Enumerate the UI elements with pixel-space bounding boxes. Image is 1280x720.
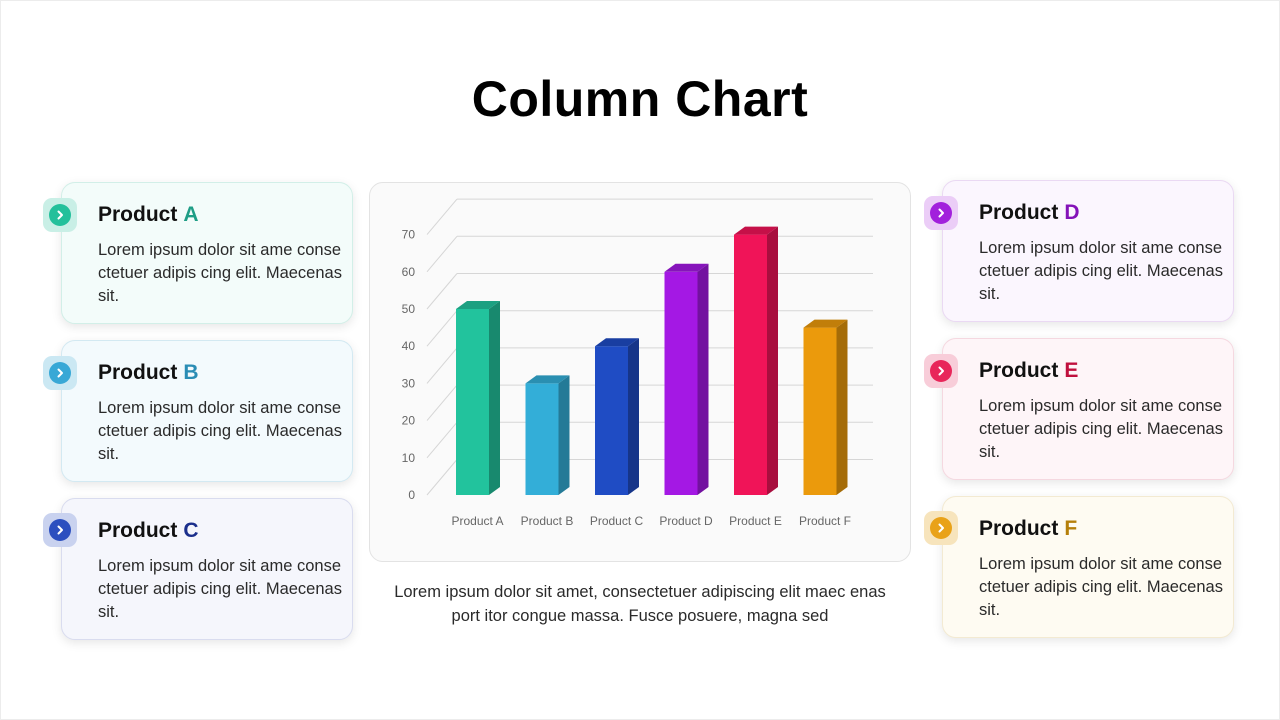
chevron-right-icon[interactable] — [924, 511, 958, 545]
card-title: Product E — [979, 359, 1079, 382]
bar-front — [595, 346, 628, 495]
bar-top — [803, 319, 848, 328]
bar — [734, 226, 778, 495]
card-letter: F — [1064, 517, 1078, 540]
x-tick-label: Product C — [590, 514, 644, 528]
card-text: Lorem ipsum dolor sit ame conse ctetuer … — [979, 555, 1223, 619]
x-tick-label: Product B — [521, 514, 574, 528]
gridline-diagonal — [426, 310, 458, 347]
bar-front — [734, 234, 767, 495]
card-title: Product A — [98, 203, 199, 226]
card-product-b: Product B Lorem ipsum dolor sit ame conse… — [61, 340, 353, 482]
card-text: Lorem ipsum dolor sit ame conse ctetuer … — [98, 399, 342, 463]
card-title: Product F — [979, 517, 1078, 540]
card-letter: D — [1064, 201, 1080, 224]
y-tick-label: 30 — [402, 376, 416, 390]
card-letter: A — [183, 203, 199, 226]
chevron-right-icon[interactable] — [43, 198, 77, 232]
bar-front — [456, 309, 489, 495]
y-tick-label: 70 — [402, 228, 416, 242]
chart-panel: 0 10 20 30 40 50 60 70 Product A Product B Product… — [369, 182, 911, 562]
chevron-right-icon[interactable] — [43, 356, 77, 390]
card-text: Lorem ipsum dolor sit ame conse ctetuer … — [98, 557, 342, 621]
card-product-e: Product E Lorem ipsum dolor sit ame conse… — [942, 338, 1234, 480]
y-tick-label: 60 — [402, 265, 416, 279]
gridline-diagonal — [426, 421, 458, 459]
bar — [525, 375, 570, 495]
card-product-d: Product D Lorem ipsum dolor sit ame conse… — [942, 180, 1234, 322]
card-letter: E — [1064, 359, 1079, 382]
card-title: Product B — [98, 361, 199, 384]
bar-side — [489, 301, 500, 495]
column-chart: 0 10 20 30 40 50 60 70 Product A Product B Product… — [402, 198, 873, 528]
x-tick-label: Product E — [729, 514, 782, 528]
bar-side — [697, 263, 709, 495]
card-text: Lorem ipsum dolor sit ame conse ctetuer … — [979, 239, 1223, 303]
y-tick-label: 50 — [402, 302, 416, 316]
x-tick-label: Product D — [659, 514, 713, 528]
y-tick-label: 20 — [402, 414, 416, 428]
bar-side — [558, 375, 570, 495]
y-tick-label: 10 — [402, 451, 416, 465]
bar-side — [836, 319, 848, 495]
page-title: Column Chart — [471, 71, 809, 127]
card-text: Lorem ipsum dolor sit ame conse ctetuer … — [98, 241, 342, 305]
card-title: Product C — [98, 519, 199, 542]
bar-side — [628, 338, 639, 495]
bar-top — [664, 263, 709, 272]
bar-front — [803, 327, 837, 495]
card-title: Product D — [979, 201, 1080, 224]
bar — [803, 319, 848, 495]
y-tick-label: 0 — [408, 488, 415, 502]
gridline-diagonal — [426, 459, 458, 496]
bar-side — [767, 226, 778, 495]
bar-top — [525, 375, 570, 384]
chevron-right-icon[interactable] — [924, 354, 958, 388]
chevron-right-icon[interactable] — [924, 196, 958, 230]
bar — [456, 301, 500, 495]
gridline-diagonal — [426, 273, 458, 310]
bar — [664, 263, 709, 495]
card-text: Lorem ipsum dolor sit ame conse ctetuer … — [979, 397, 1223, 461]
gridline-diagonal — [426, 347, 458, 384]
bar-front — [664, 271, 698, 495]
y-tick-label: 40 — [402, 339, 416, 353]
card-product-a: Product A Lorem ipsum dolor sit ame conse… — [61, 182, 353, 324]
x-tick-label: Product F — [799, 514, 851, 528]
chevron-right-icon[interactable] — [43, 513, 77, 547]
bar-top — [595, 338, 639, 347]
card-letter: B — [183, 361, 199, 384]
bar-top — [456, 301, 500, 309]
card-letter: C — [183, 519, 199, 542]
gridline-diagonal — [426, 384, 458, 421]
gridline-diagonal — [426, 198, 458, 235]
chart-caption: Lorem ipsum dolor sit amet, consectetuer… — [394, 583, 886, 625]
x-tick-label: Product A — [451, 514, 503, 528]
bar-front — [525, 383, 559, 495]
bar — [595, 338, 639, 495]
card-product-f: Product F Lorem ipsum dolor sit ame conse… — [942, 496, 1234, 638]
card-product-c: Product C Lorem ipsum dolor sit ame conse… — [61, 498, 353, 640]
bar-top — [734, 226, 778, 235]
gridline-diagonal — [426, 235, 458, 273]
